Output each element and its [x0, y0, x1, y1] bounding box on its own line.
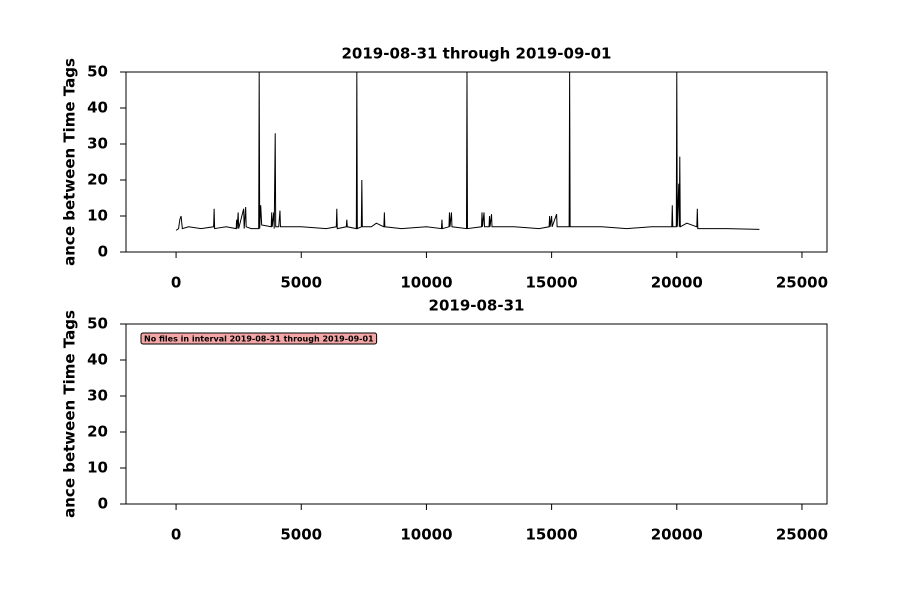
- y-tick-label: 50: [87, 315, 108, 333]
- x-tick-label: 25000: [776, 274, 828, 292]
- x-tick-label: 5000: [280, 274, 322, 292]
- y-tick-label: 30: [87, 135, 108, 153]
- y-axis-label: ance between Time Tags: [61, 58, 79, 266]
- x-tick-label: 10000: [400, 274, 452, 292]
- y-tick-label: 40: [87, 351, 108, 369]
- x-tick-label: 0: [171, 526, 181, 544]
- y-tick-label: 30: [87, 387, 108, 405]
- data-line: [175, 71, 760, 231]
- y-tick-label: 50: [87, 63, 108, 81]
- y-axis-label: ance between Time Tags: [61, 310, 79, 518]
- x-tick-label: 15000: [526, 526, 578, 544]
- y-tick-label: 0: [98, 495, 108, 513]
- x-tick-label: 20000: [651, 274, 703, 292]
- annotation: No files in interval 2019-08-31 through …: [140, 332, 378, 345]
- annotation-box: [140, 332, 378, 345]
- y-tick-label: 20: [87, 171, 108, 189]
- chart-title: 2019-08-31 through 2019-09-01: [342, 45, 612, 63]
- x-tick-label: 25000: [776, 526, 828, 544]
- y-tick-label: 0: [98, 243, 108, 261]
- plot-frame: [125, 323, 828, 505]
- x-tick-label: 20000: [651, 526, 703, 544]
- plot-frame: [125, 71, 828, 253]
- y-tick-label: 10: [87, 459, 108, 477]
- y-tick-label: 20: [87, 423, 108, 441]
- y-tick-label: 40: [87, 99, 108, 117]
- chart-title: 2019-08-31: [429, 297, 525, 315]
- annotation-text: No files in interval 2019-08-31 through …: [144, 335, 374, 344]
- x-tick-label: 10000: [400, 526, 452, 544]
- x-tick-label: 5000: [280, 526, 322, 544]
- y-tick-label: 10: [87, 207, 108, 225]
- x-tick-label: 0: [171, 274, 181, 292]
- x-tick-label: 15000: [526, 274, 578, 292]
